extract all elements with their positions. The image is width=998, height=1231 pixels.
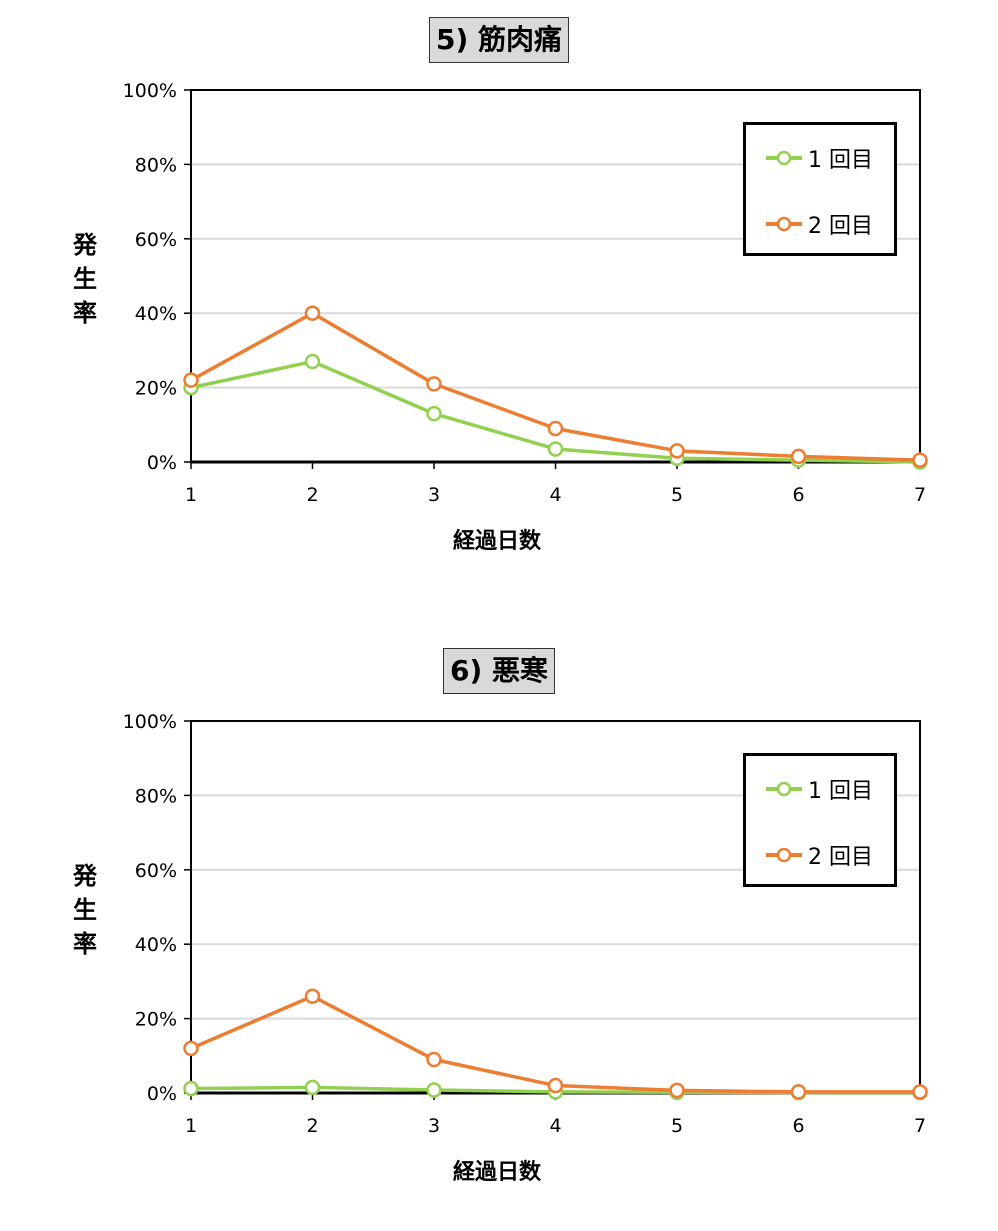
legend-label: 2 回目 [808, 845, 873, 870]
x-tick-label: 7 [914, 484, 926, 506]
y-tick-label: 40% [135, 934, 177, 956]
x-tick-label: 3 [428, 484, 440, 506]
y-axis-label-char: 生 [73, 896, 97, 924]
x-axis-label: 経過日数 [452, 529, 542, 554]
legend-marker-series-2 [766, 847, 802, 863]
data-point-series-2 [790, 1084, 807, 1100]
data-point-series-2 [912, 452, 928, 468]
x-tick-label: 4 [549, 1115, 561, 1137]
y-axis-label-char: 生 [73, 265, 97, 293]
legend-item-series-1: 1 回目 [764, 143, 873, 173]
data-point-series-1 [304, 353, 321, 370]
data-point-series-2 [426, 376, 442, 392]
legend-item-series-2: 2 回目 [764, 209, 873, 239]
data-point-series-2 [547, 1077, 564, 1094]
y-tick-label: 60% [135, 860, 177, 882]
legend-marker-series-1 [766, 781, 802, 797]
x-tick-label: 7 [914, 1115, 926, 1137]
x-axis-label: 経過日数 [452, 1160, 542, 1185]
chart-title: 6) 悪寒 [442, 648, 556, 694]
data-point-series-1 [426, 1082, 442, 1098]
x-tick-label: 1 [185, 1115, 197, 1137]
legend-label: 1 回目 [808, 779, 873, 804]
data-point-series-2 [912, 1084, 928, 1100]
legend: 1 回目 2 回目 [743, 122, 897, 256]
x-tick-label: 1 [185, 484, 197, 506]
x-tick-label: 2 [306, 1115, 318, 1137]
x-tick-label: 2 [306, 484, 318, 506]
data-point-series-2 [547, 420, 564, 437]
data-point-series-2 [669, 443, 685, 459]
data-point-series-2 [304, 988, 321, 1005]
data-point-series-1 [547, 441, 564, 457]
data-point-series-2 [183, 372, 199, 388]
y-axis-label: 発生率 [70, 859, 100, 961]
legend-marker-series-1 [766, 150, 802, 166]
legend-label: 2 回目 [808, 214, 873, 239]
series-line-2 [190, 994, 920, 1094]
data-point-series-1 [304, 1079, 321, 1096]
y-tick-label: 40% [135, 303, 177, 325]
y-tick-label: 60% [135, 229, 177, 251]
plot-area: 0% 20% 40% 60% 80% 100% 1 2 3 4 5 6 7 [123, 711, 928, 1137]
y-tick-label: 80% [135, 154, 177, 176]
y-tick-label: 0% [147, 1083, 177, 1105]
y-axis-label-char: 率 [73, 930, 97, 958]
y-tick-label: 100% [123, 80, 177, 102]
x-tick-label: 5 [671, 484, 683, 506]
legend-marker-series-2 [766, 216, 802, 232]
x-tick-label: 4 [549, 484, 561, 506]
plot-area: 0% 20% 40% 60% 80% 100% 1 2 3 4 5 6 7 [123, 80, 928, 506]
y-tick-label: 80% [135, 785, 177, 807]
legend-item-series-1: 1 回目 [764, 774, 873, 804]
data-point-series-2 [669, 1082, 685, 1099]
data-point-series-2 [426, 1051, 442, 1068]
y-axis-label-char: 発 [73, 231, 97, 259]
y-axis-label: 発生率 [70, 228, 100, 330]
y-tick-label: 100% [123, 711, 177, 733]
x-tick-label: 6 [792, 1115, 804, 1137]
data-point-series-2 [183, 1040, 199, 1057]
y-tick-label: 20% [135, 378, 177, 400]
data-point-series-1 [426, 405, 442, 422]
chart-title: 5) 筋肉痛 [428, 17, 570, 63]
x-tick-label: 5 [671, 1115, 683, 1137]
legend-item-series-2: 2 回目 [764, 840, 873, 870]
legend: 1 回目 2 回目 [743, 753, 897, 887]
y-tick-label: 20% [135, 1009, 177, 1031]
legend-label: 1 回目 [808, 148, 873, 173]
y-axis-label-char: 発 [73, 862, 97, 890]
data-point-series-1 [183, 1080, 199, 1097]
y-tick-label: 0% [147, 452, 177, 474]
x-tick-label: 6 [792, 484, 804, 506]
data-point-series-2 [304, 305, 321, 321]
y-axis-label-char: 率 [73, 299, 97, 327]
chart-muscle-pain: 5) 筋肉痛 0% 20% 40% 60% 80% 100% 1 2 3 4 5 6 7 発生率 経過日… [0, 0, 998, 600]
chart-chills: 6) 悪寒 0% 20% 40% 60% 80% 100% 1 2 3 4 5 6 7 発生率 経過日数… [0, 631, 998, 1231]
data-point-series-2 [790, 448, 807, 465]
x-tick-label: 3 [428, 1115, 440, 1137]
